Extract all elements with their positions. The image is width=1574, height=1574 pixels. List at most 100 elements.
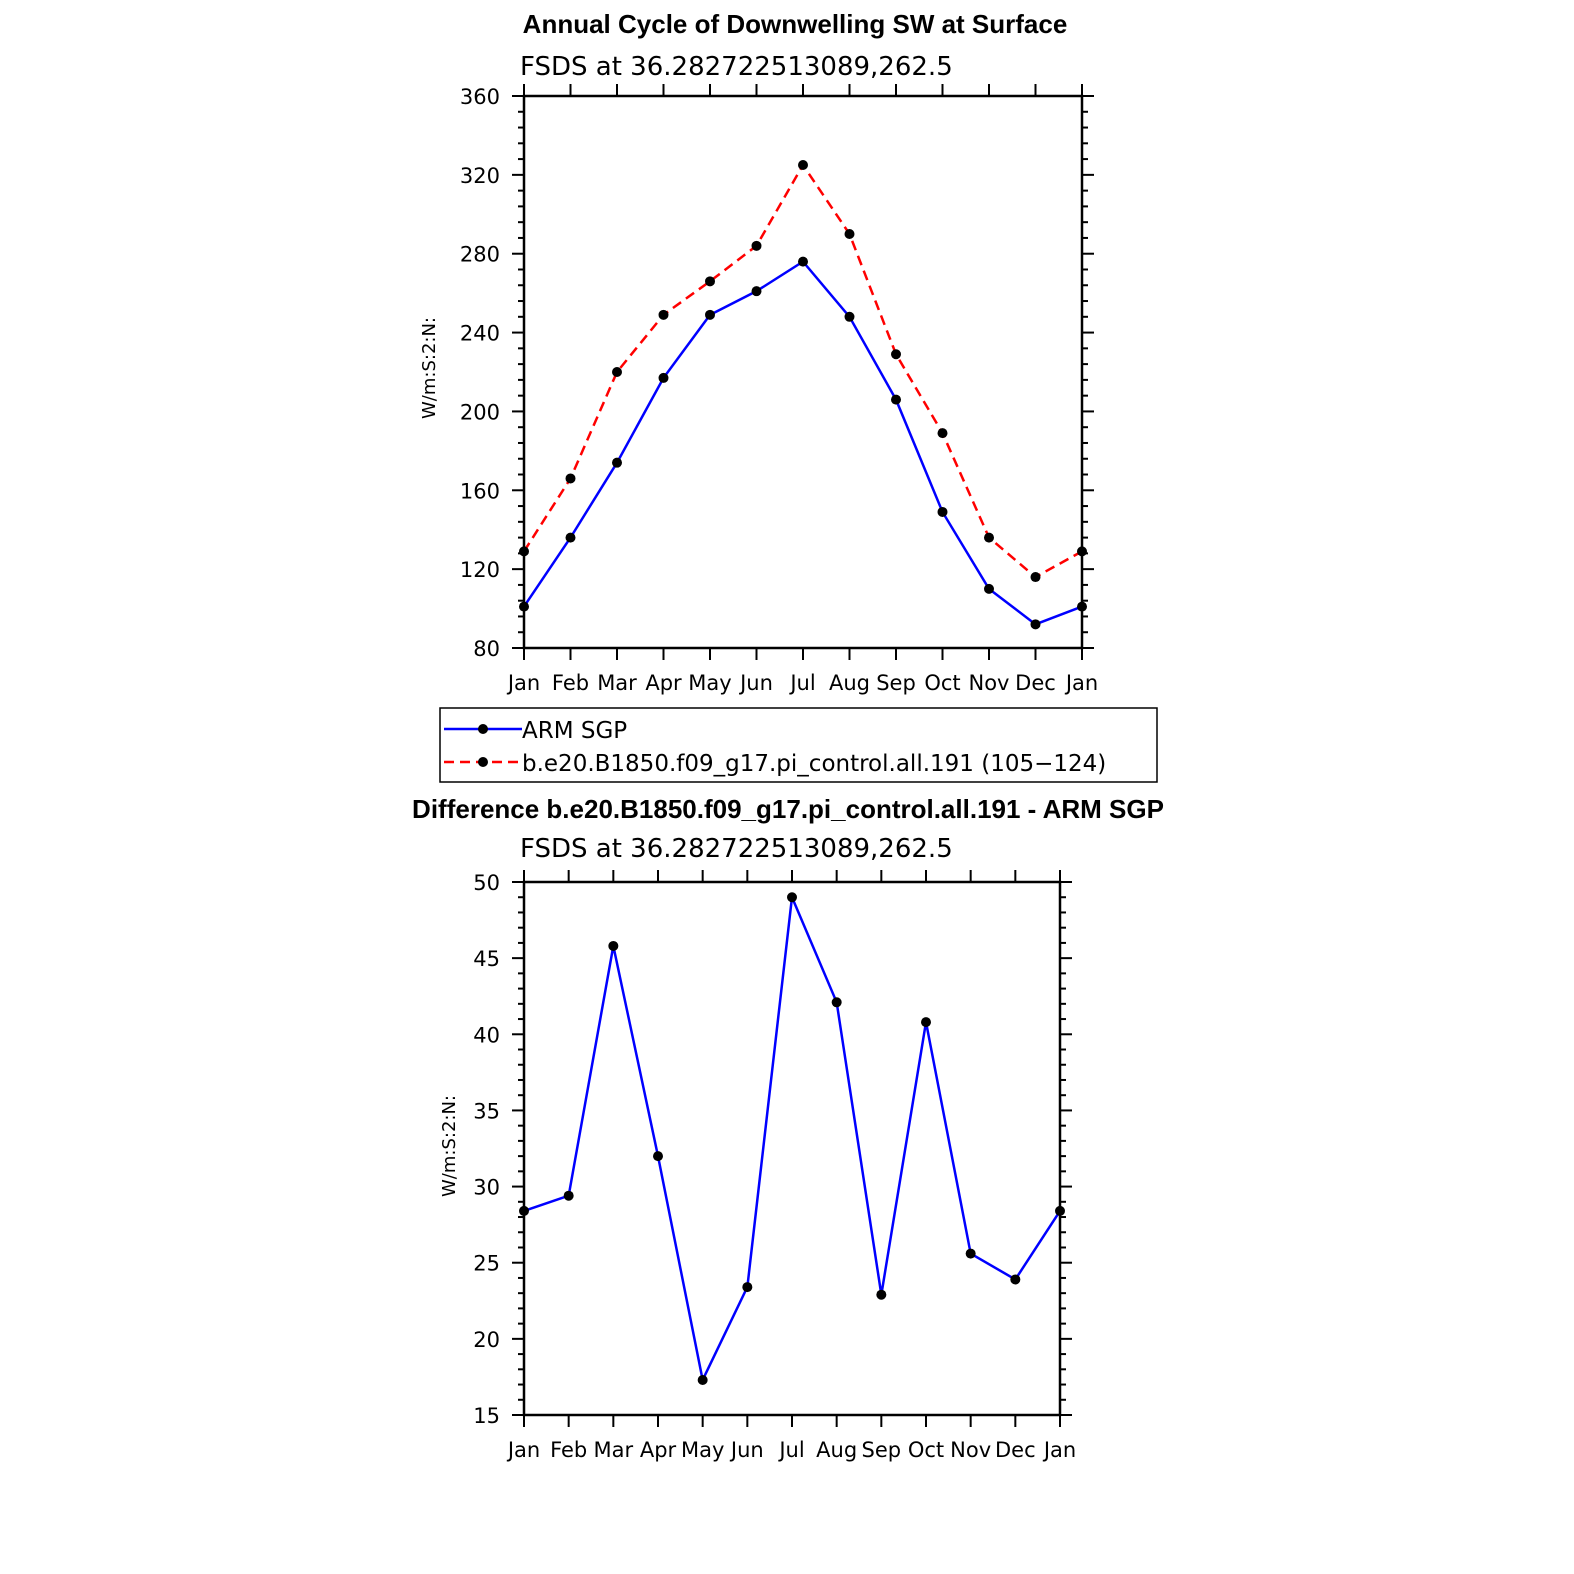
data-point-s1-5 (751, 286, 762, 297)
data-point-s1-1 (565, 532, 576, 543)
x-tick-label: Apr (645, 671, 682, 695)
x-tick-label: Sep (876, 671, 916, 695)
data-point-s1-11 (1010, 1274, 1021, 1285)
data-point-s1-2 (608, 940, 619, 951)
y-tick-label: 240 (460, 322, 500, 346)
x-tick-label: Apr (640, 1438, 677, 1462)
chart1-plot: 80 120 160 200 240 280 320 360 Jan Feb Mar Apr May Ju… (460, 84, 1098, 695)
data-point-s1-11 (1030, 619, 1041, 630)
data-point-s2-7 (844, 229, 855, 239)
y-tick-label: 320 (460, 164, 500, 188)
data-point-s1-8 (891, 394, 901, 405)
data-point-s2-12 (1077, 546, 1087, 557)
legend-label-model: b.e20.B1850.f09_g17.pi_control.all.191 (… (522, 751, 1106, 777)
data-point-s1-3 (658, 372, 669, 383)
x-tick-label: Jul (788, 671, 815, 695)
data-point-s2-11 (1030, 572, 1041, 583)
data-point-s2-3 (658, 309, 669, 320)
x-tick-label: Oct (924, 671, 960, 695)
y-tick-label: 200 (460, 400, 500, 424)
data-point-s2-5 (751, 240, 762, 251)
y-tick-label: 120 (460, 558, 500, 582)
y-tick-label: 20 (473, 1328, 500, 1352)
data-point-s2-10 (984, 532, 994, 543)
data-point-s1-5 (742, 1282, 753, 1293)
data-point-s1-3 (653, 1151, 663, 1162)
chart2-plot: 15 20 25 30 35 40 45 50 Jan Feb Mar Apr May Jun Jul Aug… (473, 870, 1076, 1462)
x-tick-label: Aug (829, 671, 870, 695)
data-point-s1-1 (563, 1190, 574, 1201)
y-tick-label: 15 (473, 1404, 500, 1428)
chart1-title: Annual Cycle of Downwelling SW at Surfac… (523, 9, 1068, 39)
x-tick-label: Feb (550, 1438, 587, 1462)
x-tick-label: Mar (594, 1438, 634, 1462)
y-tick-label: 40 (473, 1023, 500, 1047)
data-point-s2-1 (565, 473, 576, 484)
x-tick-label: Nov (950, 1438, 991, 1462)
x-tick-label: Jan (1064, 671, 1098, 695)
chart2-title: Difference b.e20.B1850.f09_g17.pi_contro… (412, 794, 1164, 824)
data-point-s2-9 (937, 428, 948, 439)
y-tick-label: 160 (460, 479, 500, 503)
plot-frame (522, 880, 1062, 1417)
data-point-s1-10 (984, 583, 994, 594)
x-tick-label: Jan (506, 671, 540, 695)
legend-label-arm-sgp: ARM SGP (522, 718, 627, 744)
chart2-subtitle: FSDS at 36.282722513089,262.5 (520, 834, 953, 864)
legend-box (439, 707, 1158, 783)
data-point-s1-8 (876, 1289, 887, 1300)
data-point-s1-12 (1055, 1205, 1065, 1216)
data-point-s1-9 (921, 1017, 931, 1028)
chart1-subtitle: FSDS at 36.282722513089,262.5 (520, 52, 953, 82)
x-tick-label: Jul (777, 1438, 804, 1462)
chart1-ylabel: W/m:S:2:N: (419, 317, 440, 419)
y-tick-label: 45 (473, 947, 500, 971)
x-tick-label: Aug (816, 1438, 857, 1462)
x-tick-label: Jun (738, 671, 773, 695)
x-tick-label: Oct (908, 1438, 944, 1462)
y-tick-label: 35 (473, 1099, 500, 1123)
data-point-s1-0 (519, 1205, 529, 1216)
legend-marker-arm-sgp (478, 724, 488, 734)
chart1-legend: ARM SGP b.e20.B1850.f09_g17.pi_control.a… (439, 707, 1158, 783)
y-tick-label: 30 (473, 1176, 500, 1200)
legend-marker-model (478, 757, 488, 767)
y-tick-label: 80 (473, 637, 500, 661)
x-tick-label: Jan (506, 1438, 540, 1462)
x-tick-label: Dec (1015, 671, 1056, 695)
data-point-s2-6 (798, 160, 808, 170)
x-tick-label: Nov (969, 671, 1010, 695)
data-point-s1-7 (844, 311, 855, 322)
y-tick-label: 360 (460, 85, 500, 109)
data-point-s2-4 (705, 276, 715, 287)
data-point-s2-2 (612, 367, 622, 377)
data-point-s1-4 (697, 1374, 708, 1385)
x-tick-label: Jun (729, 1438, 764, 1462)
data-point-s1-0 (519, 601, 529, 612)
data-point-s1-2 (612, 457, 622, 468)
data-point-s1-6 (798, 256, 808, 267)
data-point-s2-8 (891, 349, 901, 360)
x-tick-label: Jan (1042, 1438, 1076, 1462)
data-point-s1-9 (937, 506, 948, 517)
plot-frame (522, 94, 1084, 650)
x-tick-label: May (681, 1438, 724, 1462)
x-tick-label: Dec (995, 1438, 1036, 1462)
data-point-s1-10 (965, 1248, 976, 1259)
data-point-s1-12 (1077, 601, 1087, 612)
series-line-2 (522, 162, 1083, 579)
x-tick-label: May (688, 671, 731, 695)
y-tick-label: 280 (460, 243, 500, 267)
data-point-s1-6 (787, 892, 797, 903)
x-tick-label: Feb (552, 671, 589, 695)
data-point-s1-4 (705, 309, 715, 320)
series-line-1 (523, 892, 1062, 1384)
data-point-s2-0 (519, 546, 529, 557)
series-line-1 (522, 259, 1083, 626)
data-point-s1-7 (831, 997, 842, 1008)
chart2-ylabel: W/m:S:2:N: (439, 1095, 460, 1197)
x-tick-label: Sep (862, 1438, 902, 1462)
y-tick-label: 25 (473, 1252, 500, 1276)
y-tick-label: 50 (473, 871, 500, 895)
